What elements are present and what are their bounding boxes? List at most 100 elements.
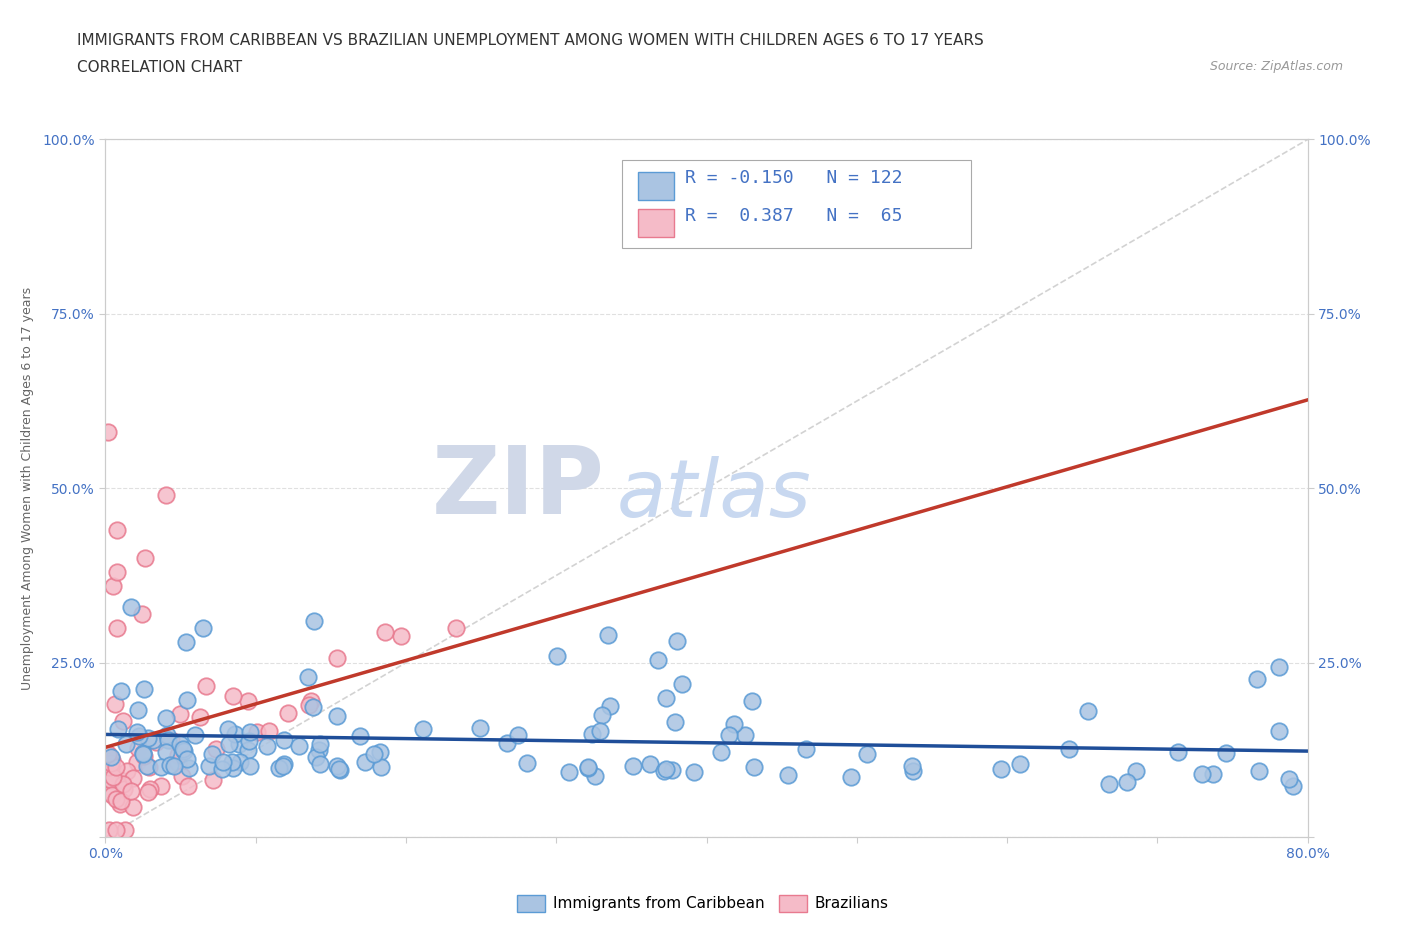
Point	[128, 728, 150, 743]
Point	[177, 760, 200, 775]
Point	[101, 752, 124, 767]
Point	[305, 750, 328, 764]
Point	[138, 759, 160, 774]
Point	[589, 724, 612, 738]
Point	[1008, 756, 1031, 771]
Point	[155, 488, 177, 503]
Point	[326, 758, 349, 773]
Point	[134, 749, 156, 764]
Point	[391, 629, 413, 644]
Point	[110, 773, 132, 788]
Point	[1247, 764, 1270, 778]
Point	[174, 634, 197, 649]
Point	[97, 747, 120, 762]
Point	[104, 791, 127, 806]
Point	[257, 724, 280, 738]
Point	[183, 728, 205, 743]
Point	[97, 763, 120, 777]
Point	[136, 730, 159, 745]
Point	[136, 784, 159, 799]
Point	[1202, 766, 1225, 781]
Point	[173, 743, 195, 758]
Point	[368, 745, 391, 760]
Point	[1125, 764, 1147, 779]
Point	[638, 757, 661, 772]
Point	[741, 693, 763, 708]
Point	[191, 620, 214, 635]
Point	[516, 755, 538, 770]
Point	[135, 759, 157, 774]
Legend: Immigrants from Caribbean, Brazilians: Immigrants from Caribbean, Brazilians	[512, 889, 894, 918]
Point	[647, 652, 669, 667]
Point	[1057, 741, 1080, 756]
Point	[110, 796, 132, 811]
Point	[1215, 746, 1237, 761]
Point	[990, 762, 1012, 777]
Point	[576, 760, 599, 775]
Point	[122, 800, 145, 815]
Point	[112, 781, 135, 796]
Point	[328, 762, 350, 777]
Point	[104, 697, 127, 711]
Point	[114, 737, 136, 751]
Point	[127, 740, 149, 755]
Point	[201, 747, 224, 762]
FancyBboxPatch shape	[638, 172, 673, 200]
Point	[97, 771, 120, 786]
Point	[114, 823, 136, 838]
Point	[1246, 671, 1268, 686]
Point	[591, 708, 613, 723]
Point	[329, 763, 352, 777]
Point	[139, 782, 162, 797]
Point	[150, 778, 173, 793]
Point	[132, 745, 155, 760]
Point	[105, 565, 128, 579]
Point	[222, 689, 245, 704]
Point	[228, 737, 250, 751]
Point	[97, 823, 120, 838]
Point	[664, 714, 686, 729]
Point	[903, 764, 925, 778]
Point	[167, 756, 190, 771]
Y-axis label: Unemployment Among Women with Children Ages 6 to 17 years: Unemployment Among Women with Children A…	[21, 286, 34, 690]
FancyBboxPatch shape	[638, 209, 673, 237]
Point	[1191, 766, 1213, 781]
Point	[661, 763, 683, 777]
Point	[159, 757, 181, 772]
Point	[495, 735, 517, 750]
Point	[683, 764, 706, 779]
Point	[374, 624, 396, 639]
Point	[856, 747, 879, 762]
Text: R =  0.387   N =  65: R = 0.387 N = 65	[685, 207, 903, 225]
Point	[277, 706, 299, 721]
Point	[176, 693, 198, 708]
Point	[101, 788, 124, 803]
Point	[205, 742, 228, 757]
Point	[169, 737, 191, 751]
Text: IMMIGRANTS FROM CARIBBEAN VS BRAZILIAN UNEMPLOYMENT AMONG WOMEN WITH CHILDREN AG: IMMIGRANTS FROM CARIBBEAN VS BRAZILIAN U…	[77, 33, 984, 47]
Text: R = -0.150   N = 122: R = -0.150 N = 122	[685, 169, 903, 187]
Point	[201, 772, 224, 787]
Point	[120, 600, 142, 615]
Point	[598, 628, 620, 643]
Point	[121, 784, 143, 799]
Point	[217, 722, 239, 737]
Point	[1167, 744, 1189, 759]
Point	[149, 759, 172, 774]
Point	[299, 694, 322, 709]
Point	[103, 769, 125, 784]
Point	[112, 713, 135, 728]
Point	[901, 758, 924, 773]
Point	[145, 735, 167, 750]
Point	[221, 754, 243, 769]
Point	[156, 727, 179, 742]
Point	[97, 759, 120, 774]
Point	[236, 743, 259, 758]
Point	[710, 744, 733, 759]
Point	[155, 744, 177, 759]
Point	[717, 728, 740, 743]
Point	[599, 699, 621, 714]
Point	[101, 578, 124, 593]
Point	[157, 733, 180, 748]
Point	[125, 755, 148, 770]
